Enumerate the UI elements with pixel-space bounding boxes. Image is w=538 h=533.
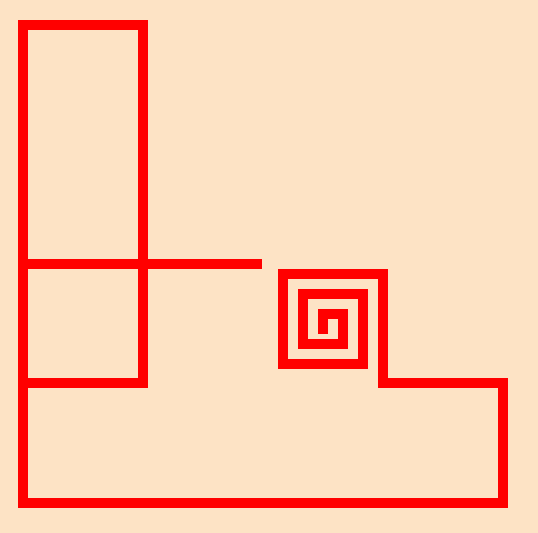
tall-rectangle bbox=[18, 20, 148, 388]
l-shaped-outline bbox=[18, 269, 508, 508]
line-drawing bbox=[18, 20, 508, 508]
